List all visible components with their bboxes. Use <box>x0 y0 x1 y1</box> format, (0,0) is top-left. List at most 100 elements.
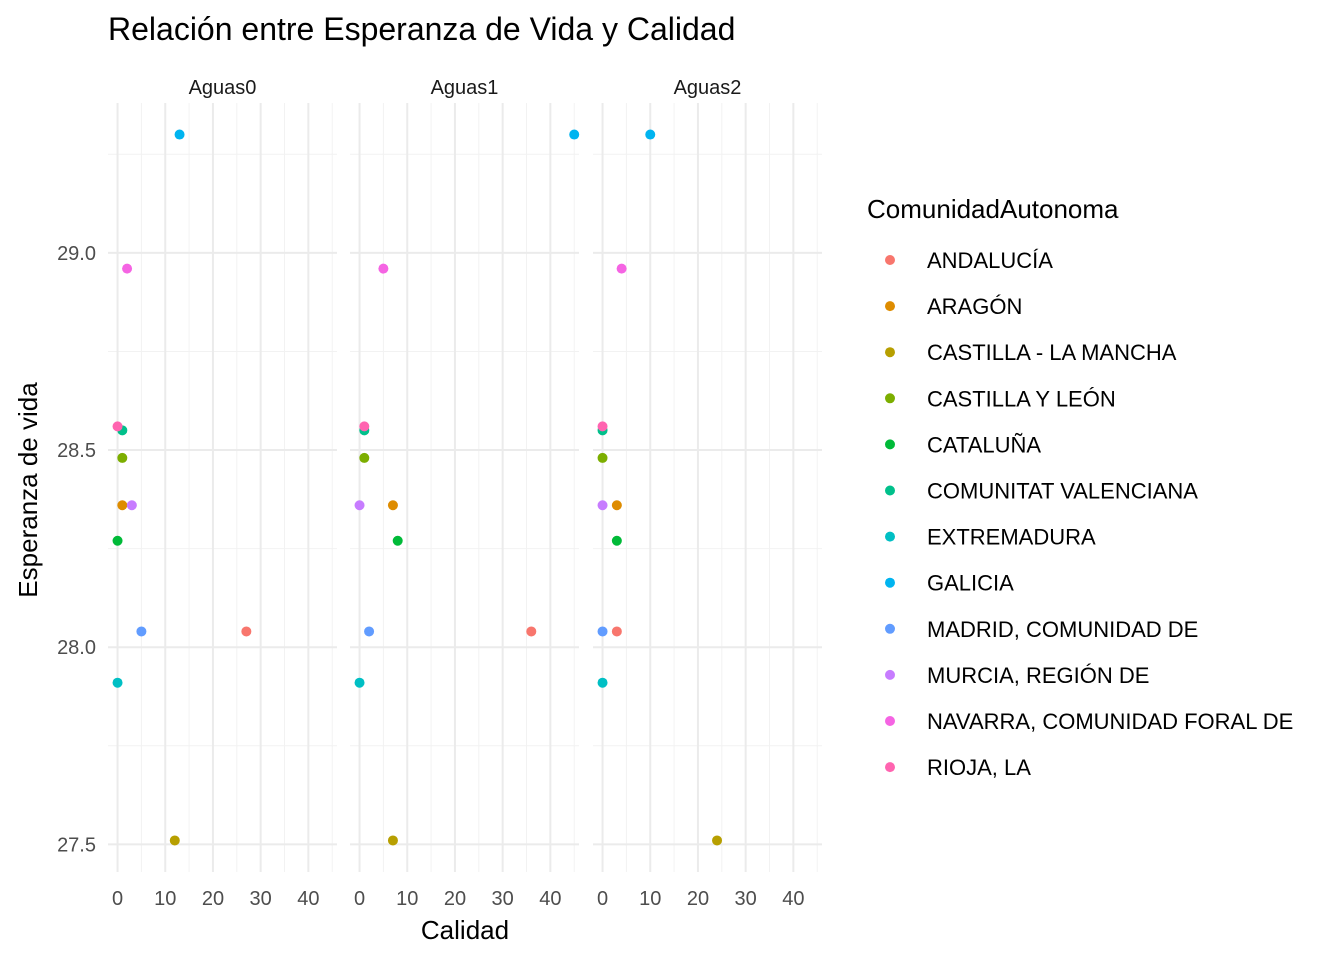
legend-item: COMUNITAT VALENCIANA <box>885 479 1198 504</box>
x-tick-label: 40 <box>782 888 804 910</box>
x-tick-label: 10 <box>154 888 176 910</box>
legend-label: COMUNITAT VALENCIANA <box>927 479 1198 504</box>
data-point <box>597 677 608 688</box>
facet-panels: Aguas0 0 10 20 30 40 Aguas1 0 10 20 30 40 Aguas2 0 10 2… <box>108 77 822 910</box>
data-point <box>611 535 622 546</box>
data-point <box>597 626 608 637</box>
legend-label: EXTREMADURA <box>927 525 1096 550</box>
legend-swatch <box>885 716 895 726</box>
data-point <box>526 626 537 637</box>
legend-label: CASTILLA Y LEÓN <box>927 386 1116 411</box>
data-point <box>126 500 137 511</box>
legend-label: MURCIA, REGIÓN DE <box>927 663 1149 688</box>
legend-swatch <box>885 301 895 312</box>
legend-swatch <box>885 347 895 358</box>
y-axis: 27.5 28.0 28.5 29.0 <box>57 243 96 857</box>
data-point <box>354 677 365 688</box>
data-point <box>611 626 622 637</box>
x-tick-label: 0 <box>597 888 608 910</box>
x-tick-label: 0 <box>112 888 123 910</box>
data-point <box>712 835 723 846</box>
legend-swatch <box>885 762 895 773</box>
data-point <box>387 500 398 511</box>
legend-label: GALICIA <box>927 571 1014 596</box>
legend-swatch <box>885 485 895 496</box>
data-point <box>364 626 375 637</box>
data-point <box>611 500 622 511</box>
legend-item: GALICIA <box>885 571 1014 596</box>
data-point <box>597 452 608 463</box>
chart-title: Relación entre Esperanza de Vida y Calid… <box>108 11 735 47</box>
legend-label: CATALUÑA <box>927 432 1041 457</box>
data-point <box>597 421 608 432</box>
legend-label: ARAGÓN <box>927 294 1022 319</box>
legend-label: ANDALUCÍA <box>927 248 1053 273</box>
y-axis-title: Esperanza de vida <box>13 382 43 598</box>
data-point <box>241 626 252 637</box>
x-tick-label: 20 <box>202 888 224 910</box>
data-point <box>354 500 365 511</box>
x-tick-label: 10 <box>639 888 661 910</box>
data-point <box>112 677 123 688</box>
data-point <box>645 129 656 140</box>
facet-strip-label: Aguas1 <box>431 77 499 99</box>
legend-swatch <box>885 669 895 680</box>
legend-label: MADRID, COMUNIDAD DE <box>927 617 1198 642</box>
facet-strip-label: Aguas2 <box>674 77 742 99</box>
facet-panel-aguas0: Aguas0 0 10 20 30 40 <box>108 77 337 910</box>
legend-item: EXTREMADURA <box>885 525 1096 550</box>
data-point <box>169 835 180 846</box>
legend-label: CASTILLA - LA MANCHA <box>927 340 1177 365</box>
legend-title: ComunidadAutonoma <box>867 194 1119 224</box>
legend-swatch <box>885 439 895 450</box>
x-tick-label: 10 <box>396 888 418 910</box>
legend-item: CATALUÑA <box>885 432 1041 457</box>
legend-item: NAVARRA, COMUNIDAD FORAL DE <box>885 709 1293 734</box>
y-tick-label: 28.5 <box>57 440 96 462</box>
facet-panel-aguas1: Aguas1 0 10 20 30 40 <box>350 77 580 910</box>
x-tick-label: 20 <box>687 888 709 910</box>
legend-item: CASTILLA Y LEÓN <box>885 386 1116 411</box>
legend-label: NAVARRA, COMUNIDAD FORAL DE <box>927 709 1293 734</box>
x-tick-label: 20 <box>444 888 466 910</box>
data-point <box>359 421 370 432</box>
data-point <box>616 263 627 274</box>
x-tick-label: 40 <box>539 888 561 910</box>
legend-swatch <box>885 531 895 542</box>
legend-item: ARAGÓN <box>885 294 1022 319</box>
data-point <box>359 452 370 463</box>
legend-label: RIOJA, LA <box>927 755 1031 780</box>
facet-panel-aguas2: Aguas2 0 10 20 30 40 <box>593 77 822 910</box>
data-point <box>112 421 123 432</box>
y-tick-label: 27.5 <box>57 834 96 856</box>
facet-strip-label: Aguas0 <box>189 77 257 99</box>
x-tick-label: 30 <box>250 888 272 910</box>
x-tick-label: 30 <box>735 888 757 910</box>
y-tick-label: 28.0 <box>57 637 96 659</box>
legend-item: ANDALUCÍA <box>885 248 1053 273</box>
data-point <box>117 500 128 511</box>
data-point <box>569 129 580 140</box>
data-point <box>122 263 133 274</box>
legend-swatch <box>885 623 895 634</box>
legend-item: MADRID, COMUNIDAD DE <box>885 617 1198 642</box>
data-point <box>117 452 128 463</box>
data-point <box>136 626 147 637</box>
data-point <box>392 535 403 546</box>
legend-item: MURCIA, REGIÓN DE <box>885 663 1149 688</box>
legend-swatch <box>885 577 895 588</box>
legend-item: CASTILLA - LA MANCHA <box>885 340 1177 365</box>
data-point <box>378 263 389 274</box>
legend-item: RIOJA, LA <box>885 755 1031 780</box>
data-point <box>597 500 608 511</box>
x-tick-label: 30 <box>492 888 514 910</box>
legend-swatch <box>885 255 895 265</box>
legend-items: ANDALUCÍA ARAGÓN CASTILLA - LA MANCHA CASTI… <box>885 248 1293 780</box>
x-axis-title: Calidad <box>421 915 509 945</box>
data-point <box>112 535 123 546</box>
y-tick-label: 29.0 <box>57 243 96 265</box>
data-point <box>387 835 398 846</box>
legend-swatch <box>885 393 895 404</box>
x-tick-label: 40 <box>297 888 319 910</box>
legend: ComunidadAutonoma ANDALUCÍA ARAGÓN CASTILL… <box>867 194 1293 780</box>
